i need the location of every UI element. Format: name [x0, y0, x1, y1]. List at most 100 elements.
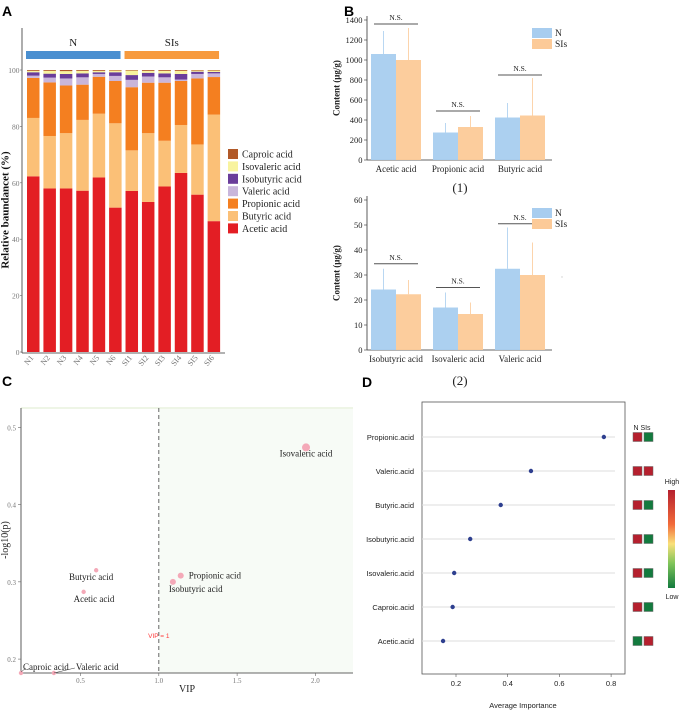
bar-segment-valeric-acid	[59, 78, 73, 86]
x-tick-label: 0.8	[606, 679, 616, 688]
legend-label: Isovaleric acid	[242, 162, 301, 173]
bar-n	[433, 307, 458, 350]
bar-segment-valeric-acid	[92, 73, 106, 77]
bar-segment-caproic-acid	[59, 70, 73, 72]
x-tick-label: 0.6	[554, 679, 564, 688]
bar-segment-valeric-acid	[158, 77, 171, 83]
importance-point	[528, 468, 534, 474]
bar-sis	[458, 314, 483, 350]
heatmap-cell-n	[632, 636, 643, 646]
bar-sis	[458, 127, 483, 160]
bar-segment-propionic-acid	[92, 76, 106, 114]
bar-segment-isobutyric-acid	[76, 73, 89, 78]
y-tick-label: 0.2	[7, 656, 16, 664]
bar-segment-propionic-acid	[174, 80, 188, 125]
bar-segment-propionic-acid	[141, 82, 155, 134]
bar-segment-butyric-acid	[76, 119, 89, 191]
x-tick-label: N6	[104, 354, 117, 367]
bar-segment-caproic-acid	[92, 70, 106, 71]
y-tick-label: 600	[350, 95, 363, 105]
point-label: Valeric acid	[76, 662, 119, 672]
significance-label: N.S.	[389, 13, 402, 22]
bar-segment-propionic-acid	[27, 77, 40, 118]
bar-segment-isovaleric-acid	[92, 70, 106, 73]
bar-segment-acetic-acid	[43, 188, 56, 352]
significance-label: N.S.	[451, 100, 464, 109]
bar-segment-acetic-acid	[158, 186, 171, 352]
importance-point	[450, 604, 455, 610]
bar-segment-isovaleric-acid	[76, 70, 89, 74]
bar-segment-isobutyric-acid	[158, 73, 171, 78]
bar-segment-isovaleric-acid	[43, 70, 56, 74]
y-tick-label: 50	[354, 220, 363, 230]
group-label: N	[69, 37, 77, 49]
bar-segment-caproic-acid	[158, 70, 171, 71]
y-tick-label: 30	[354, 270, 363, 280]
legend-label: Valeric acid	[242, 187, 289, 198]
importance-point	[601, 434, 607, 440]
x-tick-label: Butyric acid	[498, 164, 543, 174]
bar-segment-isobutyric-acid	[27, 72, 40, 76]
significance-label: N.S.	[451, 277, 464, 286]
heatmap-cell-n	[632, 568, 643, 578]
panel-caption: (1)	[452, 180, 467, 195]
y-tick-label: Butyric.acid	[375, 501, 414, 510]
x-tick-label: N5	[88, 354, 101, 367]
x-tick-label: 0.4	[502, 679, 512, 688]
data-point	[81, 589, 86, 595]
color-scale-bar	[668, 490, 675, 588]
bar-segment-acetic-acid	[141, 201, 155, 352]
panel-caption: (2)	[452, 373, 467, 388]
legend-swatch	[532, 28, 552, 38]
bar-segment-valeric-acid	[109, 75, 122, 81]
heatmap-cell-sis	[643, 432, 654, 442]
bar-segment-valeric-acid	[43, 77, 56, 83]
y-tick-label: Isobutyric.acid	[366, 535, 414, 544]
bar-segment-isovaleric-acid	[174, 70, 188, 74]
y-tick-label: 0	[358, 345, 362, 355]
bar-segment-propionic-acid	[125, 87, 139, 151]
bar-segment-butyric-acid	[43, 135, 56, 189]
y-tick-label: 1200	[346, 35, 363, 45]
bar-segment-propionic-acid	[207, 77, 221, 115]
bar-segment-propionic-acid	[43, 82, 56, 136]
bar-segment-butyric-acid	[191, 144, 204, 195]
bar-segment-isobutyric-acid	[43, 73, 56, 78]
legend-label: SIs	[555, 220, 567, 230]
legend-swatch	[532, 219, 552, 229]
y-axis-label: -log10(p)	[0, 521, 11, 559]
bar-segment-isovaleric-acid	[207, 70, 221, 72]
bar-segment-isovaleric-acid	[158, 70, 171, 74]
y-tick-label: Isovaleric.acid	[366, 569, 414, 578]
legend-label: Butyric acid	[242, 212, 291, 223]
heatmap-cell-sis	[643, 602, 654, 612]
bar-segment-isobutyric-acid	[59, 73, 73, 79]
y-tick-label: 60	[354, 195, 363, 205]
point-label: Isovaleric acid	[280, 448, 333, 458]
y-tick-label: 0	[358, 155, 362, 165]
legend-label: Isobutyric acid	[242, 174, 302, 185]
plot-frame	[421, 401, 626, 675]
bar-n	[371, 289, 396, 350]
bar-n	[495, 117, 520, 160]
label-leader	[53, 667, 75, 674]
x-tick-label: SI5	[186, 354, 200, 368]
point-label: Propionic acid	[189, 571, 242, 581]
bar-segment-propionic-acid	[59, 85, 73, 134]
y-tick-label: 1000	[346, 55, 363, 65]
bar-segment-acetic-acid	[76, 190, 89, 352]
y-tick-label: Caproic.acid	[372, 603, 414, 612]
stray-dot	[561, 276, 563, 278]
bar-segment-butyric-acid	[174, 124, 188, 173]
x-tick-label: 1.5	[233, 677, 242, 685]
color-scale-low-label: Low	[666, 594, 679, 601]
bar-segment-isovaleric-acid	[109, 70, 122, 73]
group-bar-n	[26, 51, 121, 59]
bar-segment-butyric-acid	[59, 133, 73, 189]
y-tick-label: 40	[354, 245, 363, 255]
x-tick-label: 2.0	[311, 677, 320, 685]
bar-segment-isovaleric-acid	[27, 70, 40, 73]
bar-segment-caproic-acid	[141, 70, 155, 71]
heatmap-cell-sis	[643, 636, 654, 646]
